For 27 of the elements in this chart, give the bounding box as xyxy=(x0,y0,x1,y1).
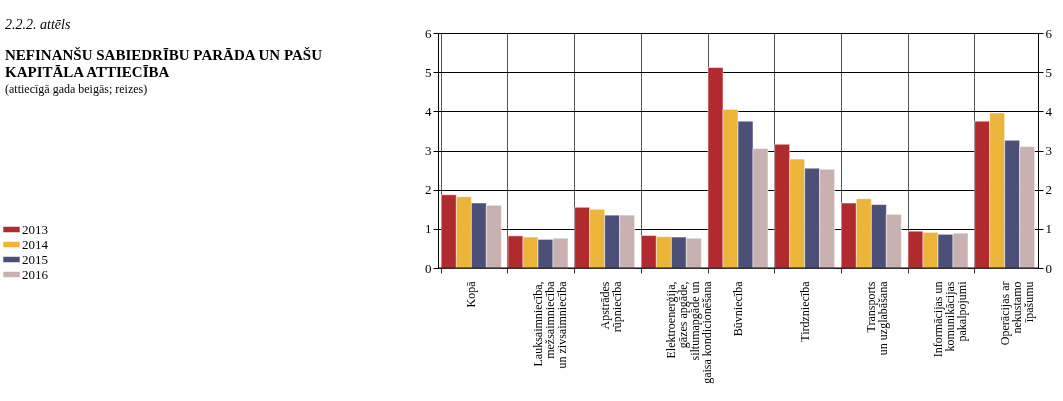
x-tick-label: Tirdzniecība xyxy=(797,280,812,342)
y-tick-label: 6 xyxy=(425,25,432,41)
y2-tick-label: 3 xyxy=(1045,143,1052,158)
y-tick-label: 4 xyxy=(425,103,432,119)
y2-tick-label: 1 xyxy=(1045,221,1052,237)
text: (attiecīgā gada beigās; reizes) xyxy=(5,82,148,96)
legend-label: 2014 xyxy=(22,236,49,252)
legend-label: 2013 xyxy=(22,221,48,237)
y2-tick-label: 2 xyxy=(1045,182,1052,198)
x-tick-label: Lauksaimniecība, mežsaimniecība un zivsaimniecība xyxy=(531,280,569,369)
y2-tick-label: 4 xyxy=(1045,103,1053,119)
x-tick-label: Kopā xyxy=(464,280,479,308)
x-tick-label: Būvniecība xyxy=(731,280,745,337)
y2-tick-label: 0 xyxy=(1045,260,1052,276)
y-tick-label: 1 xyxy=(425,221,432,237)
y-tick-label: 5 xyxy=(425,64,432,80)
y-tick-label: 3 xyxy=(425,143,432,158)
y2-tick-label: 6 xyxy=(1045,25,1053,41)
y-tick-label: 2 xyxy=(425,182,432,198)
legend-label: 2015 xyxy=(22,251,48,267)
x-tick-label: Transports un uzglabāšana xyxy=(864,280,891,356)
y2-tick-label: 5 xyxy=(1045,64,1052,80)
y-tick-label: 0 xyxy=(425,260,432,276)
text: NEFINANŠU SABIEDRĪBU PARĀDA UN PAŠU KAPITĀLA ATTIECĪBA xyxy=(5,47,323,80)
text: 2.2.2. attēls xyxy=(5,17,71,32)
legend-label: 2016 xyxy=(22,266,49,282)
x-tick-label: Operācijas ar nekustamo īpašumu xyxy=(997,281,1036,346)
